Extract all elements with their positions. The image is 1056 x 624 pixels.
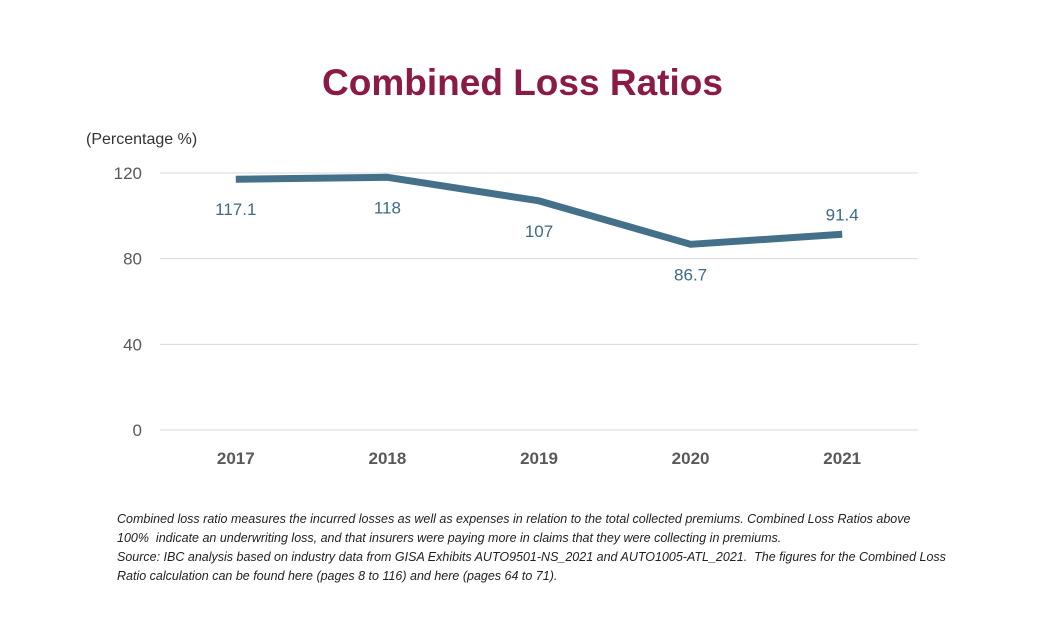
x-axis-ticks: 2017 2018 2019 2020 2021 [217, 449, 861, 468]
y-axis-ticks: 0 40 80 120 [114, 164, 142, 440]
y-axis-label: (Percentage %) [86, 131, 198, 148]
x-tick-label: 2018 [368, 449, 406, 468]
footnote-line-4: Ratio calculation can be found here (pag… [117, 569, 558, 583]
series [235, 173, 843, 248]
x-tick-label: 2021 [823, 449, 861, 468]
x-tick-label: 2020 [672, 449, 710, 468]
data-label: 117.1 [215, 200, 256, 219]
footnote-line-3: Source: IBC analysis based on industry d… [117, 550, 946, 564]
footnote-line-2: 100% indicate an underwriting loss, and … [117, 531, 782, 545]
data-label: 86.7 [674, 265, 707, 284]
gridlines [160, 172, 918, 431]
x-tick-label: 2019 [520, 449, 558, 468]
footnote-line-1: Combined loss ratio measures the incurre… [117, 512, 911, 526]
chart-title: Combined Loss Ratios [322, 62, 723, 103]
y-tick-label: 40 [123, 335, 142, 354]
y-tick-label: 80 [123, 250, 142, 269]
data-label: 107 [525, 222, 553, 241]
y-tick-label: 0 [133, 421, 142, 440]
x-tick-label: 2017 [217, 449, 255, 468]
footnote: Combined loss ratio measures the incurre… [117, 510, 997, 586]
data-label: 91.4 [826, 205, 859, 224]
y-tick-label: 120 [114, 164, 142, 183]
line-chart: 0 40 80 120 2017 2018 2019 2020 2021 117.1 118 10… [114, 164, 918, 468]
data-label: 118 [374, 198, 401, 217]
data-labels: 117.1 118 107 86.7 91.4 [215, 198, 859, 284]
